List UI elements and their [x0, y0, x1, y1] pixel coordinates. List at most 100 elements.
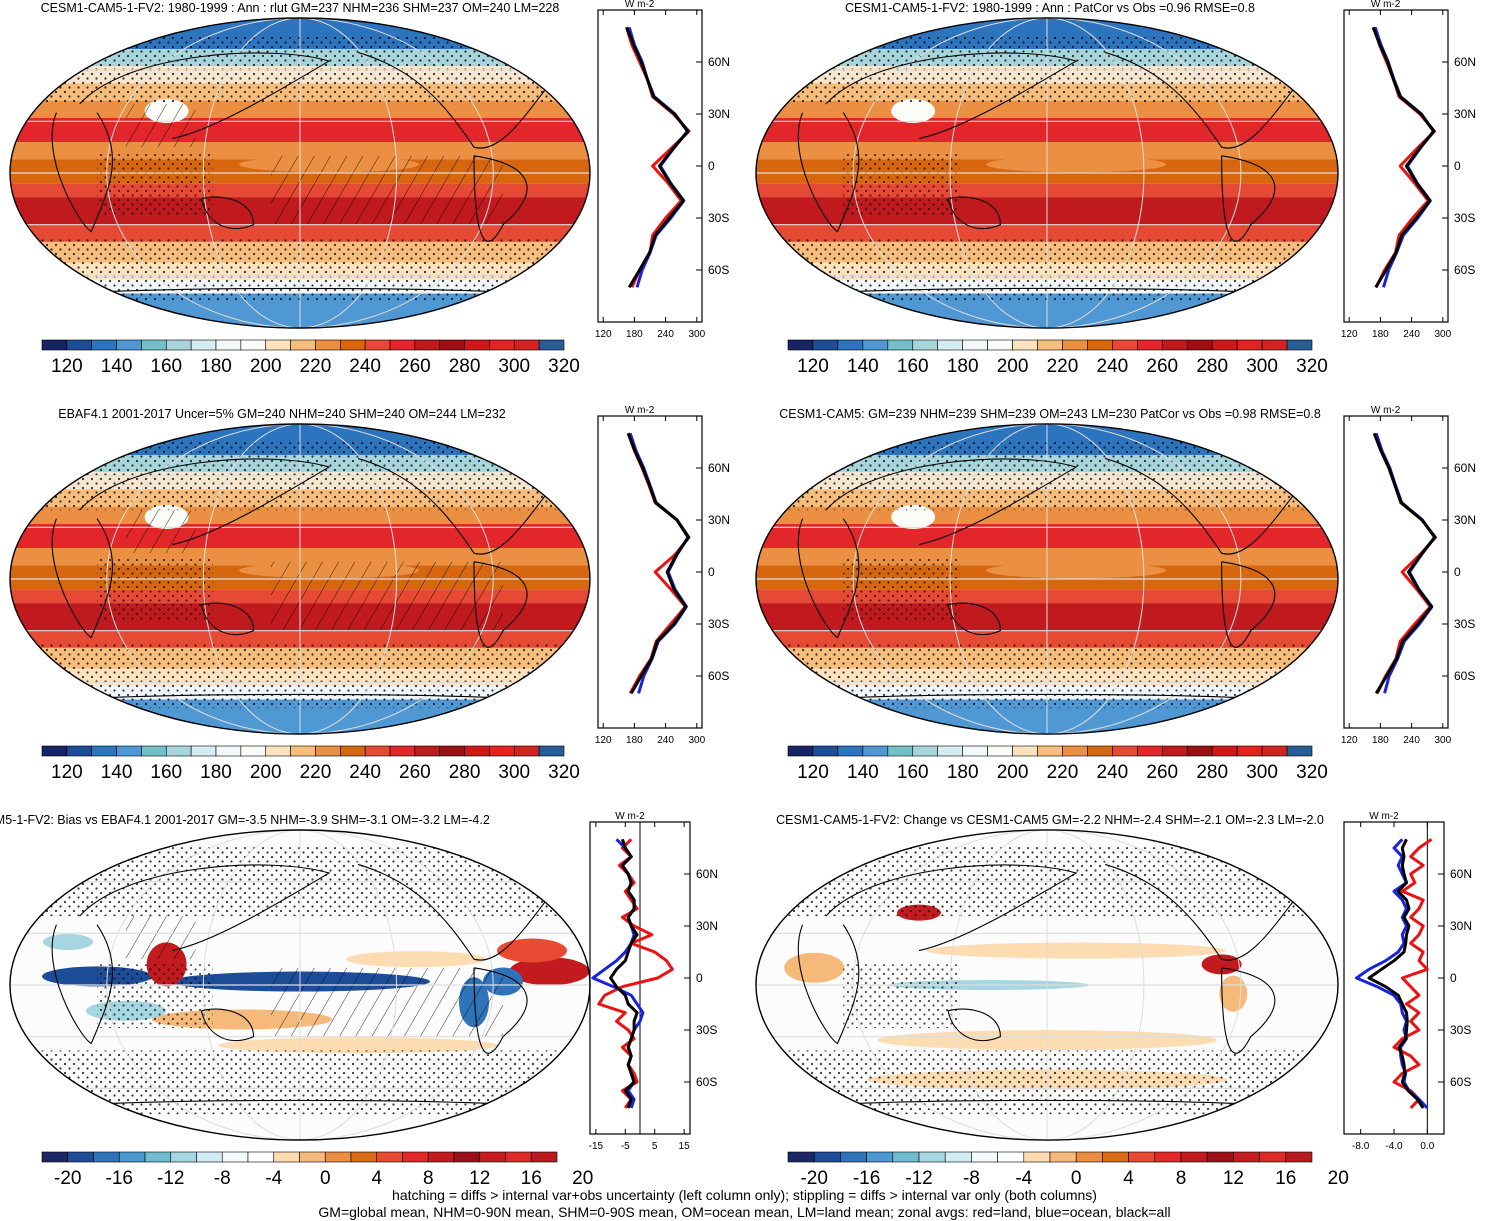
colorbar-tick-label: 140	[847, 762, 879, 783]
colorbar-cell	[1286, 339, 1313, 351]
colorbar-tick-label: 16	[1275, 1168, 1296, 1189]
x-tick-label: 300	[688, 735, 705, 746]
panel-title: CESM1-CAM5-1-FV2: 1980-1999 : Ann : rlut…	[41, 1, 560, 15]
colorbar-cell	[787, 1151, 815, 1163]
meridian-line	[299, 18, 494, 328]
colorbar-cell	[479, 1151, 506, 1163]
colorbar-tick-label: 320	[548, 356, 580, 377]
coastline	[947, 1008, 1001, 1042]
colorbar-cell	[489, 339, 515, 351]
map-field-3	[756, 423, 1338, 735]
colorbar-cell	[439, 339, 465, 351]
colorbar-tick-label: -4	[265, 1168, 282, 1189]
coastline	[1221, 155, 1276, 242]
meridian-line	[202, 18, 301, 328]
colorbar-cell	[221, 1151, 249, 1163]
colorbar-cell	[1233, 1151, 1260, 1163]
colorbar-cell	[489, 745, 515, 757]
colorbar-tick-label: 220	[1047, 356, 1079, 377]
colorbar-tick-label: 120	[797, 762, 829, 783]
zonal-unit-label: W m-2	[1371, 405, 1401, 416]
colorbar-tick-label: 4	[371, 1168, 382, 1189]
itcz-blob	[986, 562, 1167, 579]
colorbar-tick-label: 160	[150, 762, 182, 783]
colorbar-cell	[1087, 745, 1113, 757]
series-land-line	[597, 838, 674, 1109]
coastline	[51, 112, 113, 233]
colorbar-cell	[240, 339, 267, 351]
zonal-panel-3: W m-2 60N 30N 0 30S 60S 120 180 240 300	[1341, 405, 1476, 746]
colorbar-cell	[1161, 339, 1188, 351]
colorbar-tick-label: 240	[349, 762, 381, 783]
series-ocean-line	[1373, 26, 1435, 288]
colorbar-cell	[1285, 1151, 1313, 1163]
colorbar-tick-label: 180	[200, 762, 232, 783]
lat-tick-label: 0	[708, 565, 715, 579]
anomaly-blob	[509, 957, 590, 986]
colorbar-cell	[812, 339, 839, 351]
colorbar-cell	[414, 339, 441, 351]
colorbar-cell	[887, 745, 914, 757]
colorbar-cell	[389, 339, 416, 351]
colorbar-cell	[315, 745, 341, 757]
stippling-tropics	[97, 152, 213, 217]
lat-tick-label: 60N	[708, 461, 730, 475]
colorbar-5: -20 -16 -12 -8 -4 0 4 8 12 16 20	[787, 1151, 1349, 1189]
colorbar-tick-label: 300	[1246, 762, 1278, 783]
colorbar-tick-label: 160	[897, 762, 929, 783]
lat-tick-label: 30N	[696, 919, 718, 933]
colorbar-cell	[862, 745, 889, 757]
meridian-line	[1046, 17, 1145, 329]
colorbar-cell	[887, 339, 914, 351]
colorbar-cell	[1062, 745, 1088, 757]
colorbar-tick-label: 220	[300, 762, 332, 783]
colorbar-cell	[837, 339, 864, 351]
series-all-line	[626, 432, 690, 695]
coastline	[1221, 967, 1276, 1054]
colorbar-cell	[987, 339, 1013, 351]
stippling-tropics	[843, 558, 960, 623]
colorbar-tick-label: 120	[797, 356, 829, 377]
coastline	[814, 1099, 1280, 1107]
meridian-line	[1046, 423, 1145, 735]
colorbar-tick-label: 8	[1176, 1168, 1187, 1189]
map-field-0	[10, 18, 590, 328]
x-tick-label: 120	[595, 329, 612, 340]
colorbar-cell	[196, 1151, 223, 1163]
lat-tick-label: 60N	[1450, 867, 1472, 881]
colorbar-cell	[364, 745, 391, 757]
colorbar-cell	[538, 339, 565, 351]
meridian-line	[949, 829, 1048, 1141]
coastline	[797, 112, 860, 233]
lat-tick-label: 30S	[1454, 211, 1475, 225]
series-all-line	[1367, 838, 1425, 1109]
colorbar-tick-label: 280	[449, 356, 481, 377]
tibet-blob	[891, 505, 936, 529]
stippling-tropics	[843, 152, 960, 217]
colorbar-cell	[1112, 339, 1138, 351]
colorbar-cell	[962, 339, 988, 351]
colorbar-tick-label: -20	[800, 1168, 827, 1189]
colorbar-cell	[1102, 1151, 1129, 1163]
series-ocean-line	[591, 838, 645, 1109]
panel-title: CESM1-CAM5: GM=239 NHM=239 SHM=239 OM=24…	[779, 407, 1321, 421]
colorbar-tick-label: 220	[300, 356, 332, 377]
colorbar-cell	[66, 745, 93, 757]
x-tick-label: 240	[657, 329, 674, 340]
colorbar-cell	[116, 339, 142, 351]
colorbar-cell	[91, 745, 117, 757]
colorbar-cell	[324, 1151, 352, 1163]
panel-title: EBAF4.1 2001-2017 Uncer=5% GM=240 NHM=24…	[58, 407, 506, 421]
x-tick-label: 300	[688, 329, 705, 340]
meridian-line	[852, 17, 1048, 329]
colorbar-cell	[66, 339, 93, 351]
meridian-line	[949, 17, 1048, 329]
zonal-panel-0: W m-2 60N 30N 0 30S 60S 120 180 240 300	[595, 0, 730, 340]
zonal-panel-1: W m-2 60N 30N 0 30S 60S 120 180 240 300	[1341, 0, 1476, 340]
colorbar-cell	[402, 1151, 429, 1163]
hatching	[271, 561, 503, 631]
meridian-line	[299, 830, 398, 1140]
lat-tick-label: 60N	[1454, 55, 1476, 69]
colorbar-cell	[1049, 1151, 1077, 1163]
colorbar-cell	[464, 339, 490, 351]
